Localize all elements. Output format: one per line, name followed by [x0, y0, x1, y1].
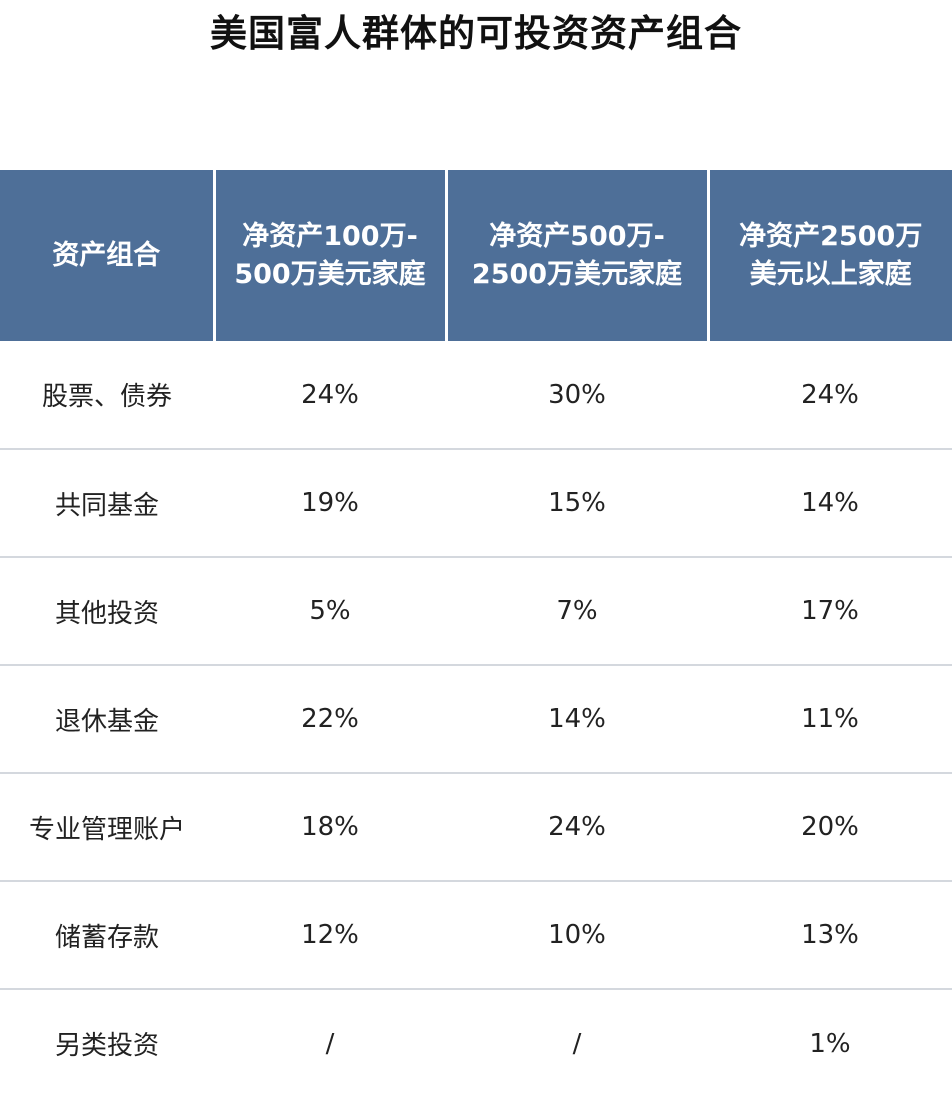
table-cell-value: 11%	[708, 665, 952, 774]
table-cell-value: 7%	[446, 557, 708, 666]
table-cell-value: 14%	[708, 449, 952, 558]
table-row: 共同基金 19% 15% 14%	[0, 449, 952, 558]
header-net-worth-1m-5m: 净资产100万- 500万美元家庭	[212, 170, 446, 341]
table-cell-value: 24%	[214, 341, 446, 450]
table-cell-value: 30%	[446, 341, 708, 450]
table-row: 专业管理账户 18% 24% 20%	[0, 773, 952, 882]
table-row: 退休基金 22% 14% 11%	[0, 665, 952, 774]
asset-table-container: 资产组合 净资产100万- 500万美元家庭 净资产500万- 2500万美元家…	[0, 170, 952, 1097]
table-cell-value: 20%	[708, 773, 952, 882]
row-category-label: 共同基金	[0, 449, 214, 558]
table-cell-value: 14%	[446, 665, 708, 774]
header-net-worth-25m-plus: 净资产2500万 美元以上家庭	[706, 170, 952, 341]
table-cell-value: 19%	[214, 449, 446, 558]
asset-allocation-table: 资产组合 净资产100万- 500万美元家庭 净资产500万- 2500万美元家…	[0, 170, 952, 1097]
row-category-label: 股票、债券	[0, 341, 214, 450]
table-row: 储蓄存款 12% 10% 13%	[0, 881, 952, 990]
table-cell-value: 5%	[214, 557, 446, 666]
table-cell-value: 24%	[708, 341, 952, 450]
table-cell-value: 13%	[708, 881, 952, 990]
row-category-label: 退休基金	[0, 665, 214, 774]
header-net-worth-5m-25m: 净资产500万- 2500万美元家庭	[444, 170, 708, 341]
table-row: 其他投资 5% 7% 17%	[0, 557, 952, 666]
table-cell-value: 24%	[446, 773, 708, 882]
table-cell-value: 18%	[214, 773, 446, 882]
table-header-row: 资产组合 净资产100万- 500万美元家庭 净资产500万- 2500万美元家…	[0, 170, 952, 341]
row-category-label: 专业管理账户	[0, 773, 214, 882]
table-cell-value: 17%	[708, 557, 952, 666]
table-cell-value: 10%	[446, 881, 708, 990]
table-cell-value: 22%	[214, 665, 446, 774]
table-cell-value: /	[572, 1028, 582, 1059]
row-category-label: 储蓄存款	[0, 881, 214, 990]
table-cell-value: 1%	[809, 1028, 851, 1059]
table-cell-value: 12%	[214, 881, 446, 990]
header-asset-portfolio: 资产组合	[0, 170, 214, 341]
row-category-label: 另类投资	[54, 1031, 159, 1061]
table-row: 股票、债券 24% 30% 24%	[0, 341, 952, 450]
table-row: 另类投资 / / 1%	[0, 989, 952, 1097]
row-category-label: 其他投资	[0, 557, 214, 666]
table-cell-value: /	[325, 1028, 335, 1059]
table-body: 股票、债券 24% 30% 24% 共同基金 19% 15% 14% 其他投资 5% 7% 17% 退休…	[0, 341, 952, 1097]
page-title: 美国富人群体的可投资资产组合	[210, 12, 742, 55]
table-cell-value: 15%	[446, 449, 708, 558]
